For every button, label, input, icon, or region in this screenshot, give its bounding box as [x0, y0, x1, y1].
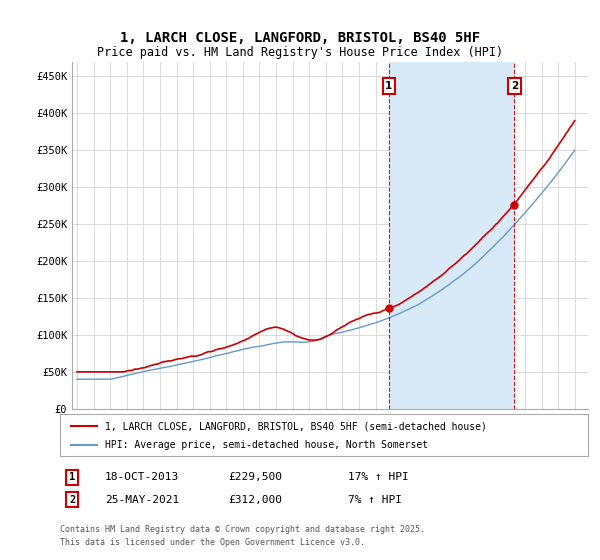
Text: 2: 2 — [69, 494, 75, 505]
Text: £229,500: £229,500 — [228, 472, 282, 482]
Text: 1, LARCH CLOSE, LANGFORD, BRISTOL, BS40 5HF: 1, LARCH CLOSE, LANGFORD, BRISTOL, BS40 … — [120, 31, 480, 45]
Text: 7% ↑ HPI: 7% ↑ HPI — [348, 494, 402, 505]
Text: 25-MAY-2021: 25-MAY-2021 — [105, 494, 179, 505]
Text: 17% ↑ HPI: 17% ↑ HPI — [348, 472, 409, 482]
Text: Contains HM Land Registry data © Crown copyright and database right 2025.
This d: Contains HM Land Registry data © Crown c… — [60, 525, 425, 547]
Text: 2: 2 — [511, 81, 518, 91]
Text: 18-OCT-2013: 18-OCT-2013 — [105, 472, 179, 482]
Text: £312,000: £312,000 — [228, 494, 282, 505]
Text: HPI: Average price, semi-detached house, North Somerset: HPI: Average price, semi-detached house,… — [105, 440, 428, 450]
Text: 1, LARCH CLOSE, LANGFORD, BRISTOL, BS40 5HF (semi-detached house): 1, LARCH CLOSE, LANGFORD, BRISTOL, BS40 … — [105, 421, 487, 431]
Text: 1: 1 — [69, 472, 75, 482]
Text: Price paid vs. HM Land Registry's House Price Index (HPI): Price paid vs. HM Land Registry's House … — [97, 46, 503, 59]
Text: 1: 1 — [385, 81, 392, 91]
